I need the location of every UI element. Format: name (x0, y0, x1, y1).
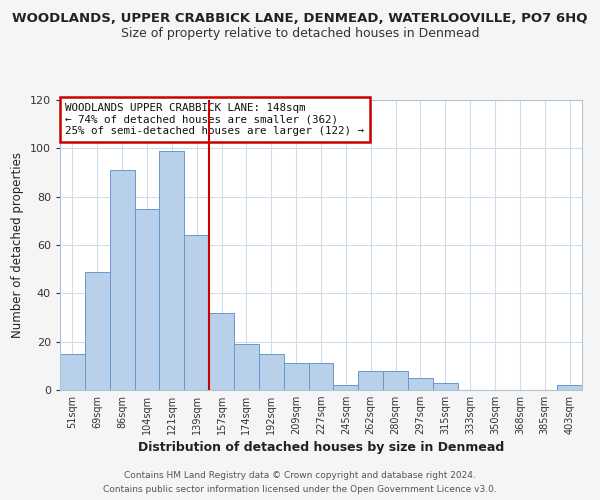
Bar (110, 170, 134, 390)
Bar (557, 385, 582, 390)
Bar (184, 236, 209, 390)
Text: Contains HM Land Registry data © Crown copyright and database right 2024.: Contains HM Land Registry data © Crown c… (124, 472, 476, 480)
Text: WOODLANDS, UPPER CRABBICK LANE, DENMEAD, WATERLOOVILLE, PO7 6HQ: WOODLANDS, UPPER CRABBICK LANE, DENMEAD,… (12, 12, 588, 26)
Bar (284, 364, 308, 390)
Text: Size of property relative to detached houses in Denmead: Size of property relative to detached ho… (121, 28, 479, 40)
Bar (383, 370, 408, 390)
Bar (433, 383, 458, 390)
Bar (358, 370, 383, 390)
Bar (408, 378, 433, 390)
Bar (60, 354, 85, 390)
Bar (85, 272, 110, 390)
Bar (160, 151, 184, 390)
Bar (134, 209, 160, 390)
Y-axis label: Number of detached properties: Number of detached properties (11, 152, 24, 338)
Bar (259, 354, 284, 390)
Bar (234, 344, 259, 390)
Bar (209, 312, 234, 390)
Text: WOODLANDS UPPER CRABBICK LANE: 148sqm
← 74% of detached houses are smaller (362): WOODLANDS UPPER CRABBICK LANE: 148sqm ← … (65, 103, 364, 136)
Bar (334, 385, 358, 390)
Text: Contains public sector information licensed under the Open Government Licence v3: Contains public sector information licen… (103, 486, 497, 494)
Bar (308, 364, 334, 390)
X-axis label: Distribution of detached houses by size in Denmead: Distribution of detached houses by size … (138, 442, 504, 454)
